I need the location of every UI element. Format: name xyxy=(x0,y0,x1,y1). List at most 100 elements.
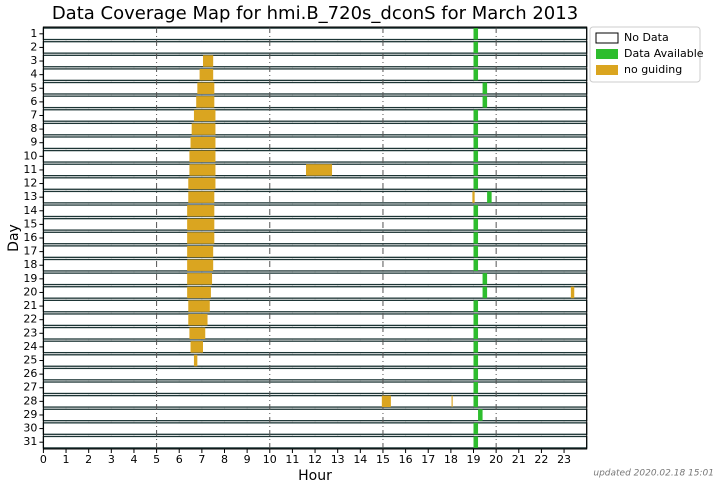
legend-swatch xyxy=(596,65,618,75)
coverage-bar xyxy=(188,313,208,326)
coverage-bar xyxy=(473,245,479,258)
day-row xyxy=(42,340,588,354)
y-tick-label: 17 xyxy=(23,245,37,258)
x-tick-label: 16 xyxy=(399,453,413,466)
coverage-bar xyxy=(187,218,215,231)
coverage-bar xyxy=(187,245,214,258)
y-tick-label: 15 xyxy=(23,217,37,230)
day-row xyxy=(42,367,588,381)
coverage-bar xyxy=(473,327,479,340)
x-tick-label: 8 xyxy=(221,453,228,466)
coverage-bar xyxy=(478,409,483,421)
coverage-bar xyxy=(193,354,198,367)
x-tick-label: 17 xyxy=(421,453,435,466)
x-tick-label: 1 xyxy=(63,453,70,466)
x-tick-label: 13 xyxy=(331,453,345,466)
coverage-bar xyxy=(473,395,479,408)
plot-frame xyxy=(42,26,588,450)
y-tick-label: 20 xyxy=(23,285,37,298)
day-row xyxy=(42,408,588,422)
coverage-bar xyxy=(570,286,575,299)
coverage-bar xyxy=(187,273,213,285)
x-tick-label: 10 xyxy=(263,453,277,466)
coverage-bar xyxy=(473,109,479,122)
day-row xyxy=(42,177,588,190)
day-row xyxy=(42,81,588,95)
coverage-bar xyxy=(451,395,453,408)
coverage-bar xyxy=(473,300,479,312)
y-tick-label: 10 xyxy=(23,149,37,162)
y-tick-label: 13 xyxy=(23,190,37,203)
x-tick-label: 0 xyxy=(40,453,47,466)
coverage-bar xyxy=(473,136,479,149)
y-tick-label: 4 xyxy=(30,68,37,81)
coverage-bar xyxy=(473,177,479,190)
y-tick-label: 12 xyxy=(23,177,37,190)
coverage-bar xyxy=(189,150,216,163)
coverage-bar xyxy=(188,191,215,203)
day-row xyxy=(42,95,588,109)
y-tick-label: 19 xyxy=(23,272,37,285)
legend-label: no guiding xyxy=(624,63,682,76)
legend-label: Data Available xyxy=(624,47,704,60)
x-tick-label: 23 xyxy=(557,453,571,466)
y-tick-label: 29 xyxy=(23,408,37,421)
coverage-bar xyxy=(473,28,479,40)
y-tick-label: 26 xyxy=(23,367,37,380)
day-row xyxy=(42,422,588,435)
coverage-bar xyxy=(482,82,488,94)
coverage-bar xyxy=(187,259,214,271)
day-row xyxy=(42,149,588,163)
y-tick-label: 16 xyxy=(23,231,37,244)
coverage-bar xyxy=(187,232,215,244)
y-tick-label: 24 xyxy=(23,340,37,353)
legend-swatch xyxy=(596,49,618,59)
y-tick-label: 25 xyxy=(23,354,37,367)
x-tick-label: 6 xyxy=(176,453,183,466)
x-tick-label: 11 xyxy=(285,453,299,466)
coverage-bar xyxy=(188,177,216,190)
day-row xyxy=(42,313,588,327)
y-tick-label: 6 xyxy=(30,95,37,108)
coverage-bar xyxy=(199,68,214,81)
day-row xyxy=(42,245,588,258)
y-tick-label: 14 xyxy=(23,204,37,217)
coverage-bar xyxy=(187,286,211,299)
coverage-bar xyxy=(482,96,488,108)
coverage-bar xyxy=(487,191,492,203)
day-row xyxy=(42,109,588,122)
y-tick-label: 8 xyxy=(30,122,37,135)
x-tick-label: 9 xyxy=(244,453,251,466)
coverage-bar xyxy=(473,123,479,135)
y-tick-label: 18 xyxy=(23,258,37,271)
coverage-bar xyxy=(196,96,215,108)
day-row xyxy=(42,354,588,367)
day-row xyxy=(42,272,588,286)
x-tick-label: 14 xyxy=(353,453,367,466)
day-row xyxy=(42,68,588,82)
coverage-bar xyxy=(189,164,216,176)
y-tick-label: 23 xyxy=(23,326,37,339)
coverage-bar xyxy=(305,164,333,176)
y-tick-label: 30 xyxy=(23,422,37,435)
coverage-bar xyxy=(473,259,479,271)
coverage-bar xyxy=(473,436,479,448)
x-tick-label: 3 xyxy=(108,453,115,466)
x-axis-label: Hour xyxy=(298,468,332,484)
y-tick-label: 27 xyxy=(23,381,37,394)
day-row xyxy=(42,326,588,340)
coverage-bar xyxy=(202,55,214,67)
day-row xyxy=(42,231,588,245)
coverage-bar xyxy=(473,68,479,81)
coverage-bar xyxy=(187,205,215,217)
day-row xyxy=(42,190,588,204)
x-tick-label: 21 xyxy=(512,453,526,466)
y-tick-label: 22 xyxy=(23,313,37,326)
y-tick-label: 1 xyxy=(30,27,37,40)
x-tick-label: 20 xyxy=(489,453,503,466)
coverage-bar xyxy=(197,82,215,94)
coverage-bar xyxy=(189,327,206,340)
day-row xyxy=(42,204,588,218)
y-tick-label: 2 xyxy=(30,40,37,53)
